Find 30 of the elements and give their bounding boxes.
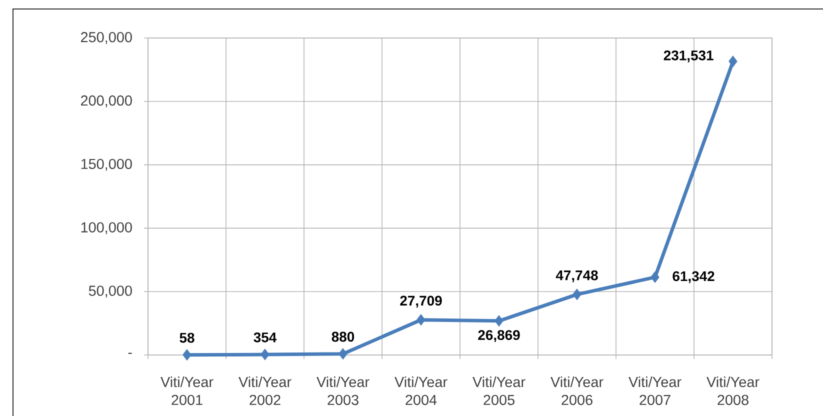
data-label: 61,342 bbox=[672, 271, 714, 284]
x-tick-label: Viti/Year 2003 bbox=[316, 376, 370, 406]
data-label: 47,748 bbox=[556, 270, 598, 282]
data-label: 354 bbox=[254, 332, 277, 342]
data-label: 880 bbox=[332, 332, 354, 342]
data-label: 58 bbox=[180, 332, 194, 343]
point bbox=[338, 348, 348, 360]
y-tick-label: 250,000 bbox=[81, 32, 132, 44]
x-tick-label: Viti/Year 2002 bbox=[238, 376, 292, 406]
point bbox=[728, 56, 738, 68]
point bbox=[650, 271, 660, 283]
y-tick-label: 100,000 bbox=[81, 222, 132, 234]
point bbox=[416, 314, 426, 326]
data-label: 231,531 bbox=[664, 50, 714, 62]
y-tick-label: 150,000 bbox=[81, 158, 132, 171]
data-label: 26,869 bbox=[478, 330, 520, 342]
y-tick-label: - bbox=[128, 352, 132, 354]
x-tick-label: Viti/Year 2006 bbox=[550, 376, 604, 406]
x-tick-label: Viti/Year 2005 bbox=[472, 376, 526, 406]
y-tick-label: 50,000 bbox=[88, 286, 132, 298]
x-tick-label: Viti/Year 2001 bbox=[160, 376, 214, 406]
point bbox=[572, 288, 582, 300]
data-label: 27,709 bbox=[400, 296, 442, 308]
point bbox=[494, 315, 504, 327]
x-tick-label: Viti/Year 2007 bbox=[628, 376, 682, 406]
point bbox=[182, 349, 192, 361]
x-tick-label: Viti/Year 2004 bbox=[394, 376, 448, 406]
x-tick-label: Viti/Year 2008 bbox=[706, 376, 760, 406]
point bbox=[260, 348, 270, 360]
y-tick-label: 200,000 bbox=[81, 95, 132, 108]
